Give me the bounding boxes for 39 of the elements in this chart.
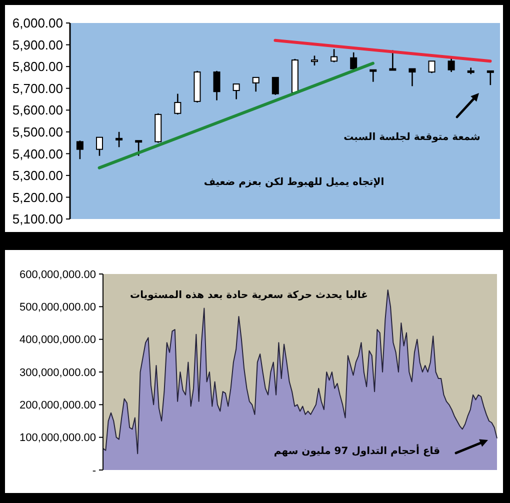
- y-tick-label: 5,600.00: [12, 102, 63, 118]
- y-tick-label: 5,400.00: [12, 146, 63, 162]
- candlestick: [76, 140, 84, 160]
- y-tick-label: 400,000,000.00: [20, 334, 96, 346]
- candlestick: [252, 76, 260, 92]
- candlestick: [272, 76, 279, 96]
- y-tick-label: 100,000,000.00: [20, 432, 96, 444]
- candlestick: [311, 55, 318, 66]
- y-tick-label: 5,300.00: [12, 168, 63, 184]
- candlestick: [350, 52, 358, 70]
- y-tick-label: 5,200.00: [12, 190, 63, 205]
- y-tick-label: 5,900.00: [12, 37, 63, 52]
- candlestick: [330, 48, 338, 63]
- annotation: الإتجاه يميل للهبوط لكن بعزم ضعيف: [204, 176, 384, 190]
- candlestick: [448, 57, 455, 73]
- annotation: شمعة متوقعة لجلسة السبت: [344, 131, 480, 145]
- y-tick-label: 200,000,000.00: [20, 400, 96, 412]
- candlestick: [116, 131, 123, 148]
- candlestick: [370, 69, 377, 82]
- y-tick-label: 5,500.00: [12, 124, 63, 140]
- candlestick: [389, 50, 396, 71]
- y-tick-label: 300,000,000.00: [20, 366, 96, 379]
- candlestick: [135, 140, 142, 156]
- y-tick-label: 500,000,000.00: [20, 302, 96, 314]
- y-tick-label: 5,100.00: [12, 212, 63, 227]
- annotation: قاع أحجام التداول 97 مليون سهم: [274, 445, 440, 459]
- candlestick: [428, 60, 436, 74]
- y-tick-label: 6,000.00: [12, 16, 63, 31]
- candlestick: [486, 70, 494, 86]
- annotation: غالبا يحدث حركة سعرية حادة بعد هذه المستويات: [130, 289, 368, 303]
- candlestick: [232, 83, 240, 100]
- candlestick: [96, 136, 103, 156]
- y-tick-label: 5,700.00: [12, 80, 63, 96]
- candlestick: [408, 68, 416, 87]
- y-tick-label: 5,800.00: [12, 59, 63, 74]
- candlestick: [174, 93, 182, 116]
- y-tick-label: 600,000,000.00: [20, 268, 96, 281]
- y-tick-label: -: [92, 464, 96, 477]
- candlestick: [213, 70, 220, 101]
